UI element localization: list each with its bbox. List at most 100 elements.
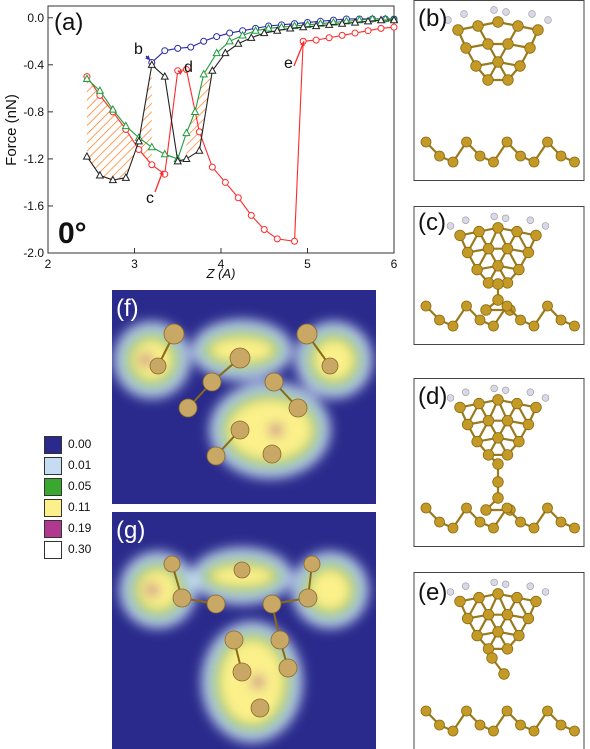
data-point — [121, 121, 131, 130]
atom — [492, 588, 504, 600]
substrate-atom — [501, 705, 513, 717]
legend-swatch — [44, 520, 62, 538]
hydrogen-atom — [461, 216, 470, 224]
data-point — [82, 151, 92, 160]
substrate-atom — [420, 136, 432, 148]
substrate-atom — [447, 522, 459, 534]
atom — [270, 630, 290, 650]
y-axis-label: Force (nN) — [3, 94, 20, 166]
substrate-atom — [569, 725, 580, 737]
hydrogen-atom — [501, 214, 510, 223]
data-point — [190, 107, 200, 115]
data-point — [200, 37, 208, 45]
atom — [149, 357, 167, 375]
hydrogen-atom — [541, 394, 550, 402]
atom — [471, 435, 483, 448]
substrate-atom — [569, 320, 580, 332]
hydrogen-atom — [490, 212, 498, 221]
data-point — [238, 30, 247, 39]
atom — [513, 263, 525, 276]
legend-value: 0.00 — [68, 437, 92, 451]
density-contour — [308, 568, 352, 612]
atom — [482, 277, 495, 289]
atom — [511, 397, 523, 410]
atom — [492, 260, 504, 272]
atom — [530, 595, 542, 608]
hydrogen-atom — [461, 388, 470, 396]
atom — [298, 588, 318, 608]
atom — [492, 492, 504, 504]
atom — [454, 595, 466, 608]
point-label-e: e — [284, 55, 293, 72]
data-point — [247, 33, 256, 41]
data-point — [272, 26, 282, 34]
substrate-atom — [434, 516, 445, 528]
substrate-atom — [542, 502, 553, 514]
data-point — [213, 33, 221, 41]
y-tick-label: 0.0 — [27, 11, 44, 25]
atom — [530, 401, 542, 414]
hydrogen-atom — [490, 6, 498, 14]
data-point — [355, 15, 364, 24]
atom — [452, 24, 464, 36]
substrate-atom — [434, 150, 445, 162]
hydrogen-atom — [502, 8, 510, 16]
data-point — [290, 21, 299, 30]
data-point — [95, 170, 105, 179]
data-point — [316, 19, 325, 27]
x-tick-label: 4 — [218, 257, 225, 271]
substrate-atom — [461, 705, 472, 717]
x-tick-label: 2 — [45, 257, 52, 271]
data-point — [234, 194, 242, 202]
data-point — [324, 20, 334, 28]
substrate-atom — [461, 502, 472, 514]
atom — [321, 357, 339, 375]
hydrogen-atom — [528, 10, 536, 18]
force-curve-chart: 2 3 4 5 60.0-0.4-0.8-1.2-1.6-2.0 Force (nN) … — [3, 5, 399, 280]
atom — [482, 415, 495, 427]
x-tick-label: 6 — [391, 257, 398, 271]
hatch-area-1 — [86, 64, 152, 181]
data-point — [247, 211, 255, 219]
data-point — [337, 19, 347, 27]
substrate-atom — [447, 725, 459, 737]
atom — [471, 629, 483, 642]
panel-label-b: (b) — [418, 5, 447, 32]
atom — [303, 555, 321, 573]
atom — [501, 415, 514, 427]
data-point — [226, 29, 234, 37]
atom — [492, 278, 504, 290]
structure-panels: (b) (c) (d) (e) — [413, 0, 585, 749]
data-point — [329, 17, 338, 26]
substrate-atom — [461, 136, 472, 148]
panel-label-g: (g) — [116, 517, 145, 544]
data-point — [291, 237, 299, 245]
data-point — [285, 23, 295, 32]
hydrogen-atom — [544, 16, 552, 24]
atom — [461, 418, 474, 431]
atom — [514, 60, 526, 72]
atom — [278, 658, 298, 678]
substrate-atom — [474, 314, 486, 326]
atom — [230, 420, 250, 440]
series-line-1 — [86, 26, 395, 242]
atom — [172, 588, 192, 608]
atom — [502, 38, 514, 50]
data-point — [121, 173, 131, 181]
atom — [178, 398, 198, 418]
hydrogen-atom — [460, 10, 468, 18]
substrate-atom — [555, 516, 567, 528]
substrate-atom — [542, 300, 553, 312]
substrate-atom — [461, 300, 472, 312]
substrate-atom — [434, 314, 445, 326]
atom — [512, 20, 524, 32]
atom — [482, 449, 495, 461]
data-point — [368, 14, 377, 23]
legend-value: 0.30 — [68, 542, 92, 556]
data-point — [260, 225, 268, 233]
atom — [454, 401, 466, 414]
data-point — [234, 38, 243, 47]
atom — [470, 60, 482, 72]
substrate-atom — [569, 156, 580, 168]
atom — [163, 323, 185, 345]
